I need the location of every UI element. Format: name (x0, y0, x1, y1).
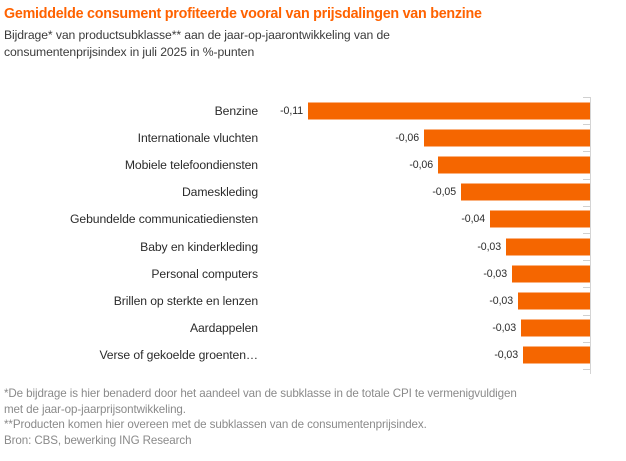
footnote-line: Bron: CBS, bewerking ING Research (4, 433, 192, 447)
axis-tick (583, 260, 590, 261)
bar-track: -0,03 (0, 342, 590, 369)
category-label: Gebundelde communicatiediensten (70, 212, 258, 227)
bar[interactable] (518, 292, 590, 310)
footnote-line: met de jaar-op-jaarprijsontwikkeling. (4, 402, 186, 416)
bar-row: Internationale vluchten -0,06 (0, 124, 626, 151)
bar[interactable] (523, 346, 590, 364)
chart-header: Gemiddelde consument profiteerde vooral … (0, 0, 626, 60)
bar-row: Personal computers -0,03 (0, 260, 626, 287)
chart-subtitle-line-1: Bijdrage* van productsubklasse** aan de … (4, 28, 390, 42)
axis-tick (583, 151, 590, 152)
axis-tick (583, 369, 590, 370)
bar[interactable] (424, 129, 590, 147)
bar-track: -0,03 (0, 233, 590, 260)
axis-tick (583, 342, 590, 343)
category-label: Internationale vluchten (137, 130, 258, 145)
category-label: Mobiele telefoondiensten (124, 157, 258, 172)
category-label: Dameskleding (181, 185, 258, 200)
bar-value-label: -0,06 (395, 131, 419, 144)
bar-value-label: -0,03 (492, 322, 516, 335)
footnote-line: *De bijdrage is hier benaderd door het a… (4, 387, 517, 400)
axis-tick (583, 97, 590, 98)
axis-tick (583, 315, 590, 316)
bar-rows: Benzine -0,11 Internationale vluchten -0,06… (0, 97, 626, 369)
bar-row: Brillen op sterkte en lenzen -0,03 (0, 287, 626, 314)
axis-tick (583, 287, 590, 288)
bar[interactable] (512, 265, 590, 283)
axis-tick (583, 206, 590, 207)
bar[interactable] (521, 319, 590, 337)
bar-track: -0,03 (0, 287, 590, 314)
bar[interactable] (490, 210, 590, 228)
bar-track: -0,03 (0, 315, 590, 342)
bar-row: Mobiele telefoondiensten -0,06 (0, 151, 626, 178)
axis-tick (583, 233, 590, 234)
bar-value-label: -0,03 (477, 240, 501, 253)
category-label: Personal computers (151, 266, 258, 281)
bar-value-label: -0,06 (409, 158, 433, 171)
category-label: Benzine (214, 103, 258, 118)
chart-subtitle-line-2: consumentenprijsindex in juli 2025 in %-… (4, 44, 255, 59)
bar-track: -0,05 (0, 179, 590, 206)
bar-row: Dameskleding -0,05 (0, 179, 626, 206)
axis-tick (583, 124, 590, 125)
axis-tick (583, 179, 590, 180)
bar-value-label: -0,11 (280, 104, 303, 117)
footnote-line: **Producten komen hier overeen met de su… (4, 418, 427, 432)
bar-track: -0,11 (0, 97, 590, 124)
bar-track: -0,03 (0, 260, 590, 287)
bar[interactable] (461, 183, 590, 201)
category-label: Aardappelen (189, 321, 258, 336)
bar-track: -0,06 (0, 124, 590, 151)
page-title: Gemiddelde consument profiteerde vooral … (4, 6, 482, 22)
bar-value-label: -0,03 (483, 267, 507, 280)
category-label: Baby en kinderkleding (140, 239, 258, 254)
zero-axis-line (590, 97, 591, 374)
bar-row: Gebundelde communicatiediensten -0,04 (0, 206, 626, 233)
bar[interactable] (506, 238, 590, 256)
bar[interactable] (308, 102, 590, 120)
bar-track: -0,04 (0, 206, 590, 233)
category-label: Brillen op sterkte en lenzen (113, 293, 258, 308)
bar-value-label: -0,03 (489, 294, 513, 307)
chart-footnotes: *De bijdrage is hier benaderd door het a… (4, 386, 624, 448)
bar-chart-plot-area: Benzine -0,11 Internationale vluchten -0,06… (0, 97, 626, 374)
bar-value-label: -0,04 (461, 213, 485, 226)
bar-row: Verse of gekoelde groenten… -0,03 (0, 342, 626, 369)
category-label: Verse of gekoelde groenten… (99, 348, 258, 363)
bar-value-label: -0,03 (494, 349, 518, 362)
chart-subtitle: Bijdrage* van productsubklasse** aan de … (4, 27, 620, 60)
bar-row: Baby en kinderkleding -0,03 (0, 233, 626, 260)
bar-track: -0,06 (0, 151, 590, 178)
bar-row: Aardappelen -0,03 (0, 315, 626, 342)
bar-row: Benzine -0,11 (0, 97, 626, 124)
bar[interactable] (438, 156, 590, 174)
bar-value-label: -0,05 (432, 186, 456, 199)
